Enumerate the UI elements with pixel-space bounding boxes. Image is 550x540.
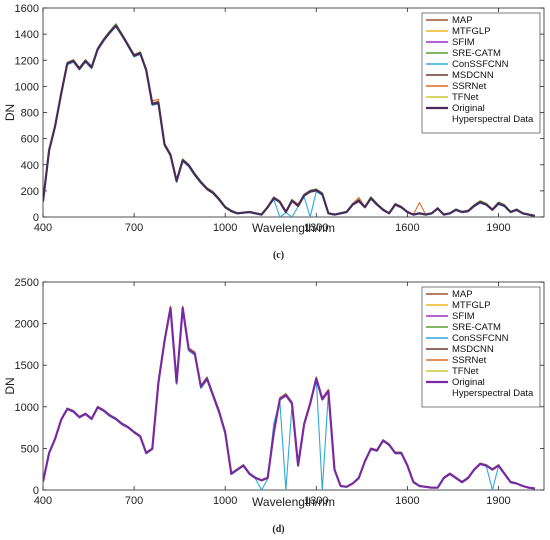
legend-label-map: MAP xyxy=(452,15,473,26)
y-tick-label: 1000 xyxy=(15,402,39,414)
y-tick-label: 1400 xyxy=(15,29,39,41)
y-axis-label: DN xyxy=(3,377,17,394)
series-line-original-hyperspectral-data xyxy=(43,306,536,490)
y-tick-label: 0 xyxy=(33,212,39,224)
x-tick-label: 700 xyxy=(125,222,143,234)
y-tick-label: 1000 xyxy=(15,81,39,93)
series-line-original-hyperspectral-data xyxy=(43,24,536,217)
legend-label-sre-catm: SRE-CATM xyxy=(452,322,501,333)
x-tick-label: 400 xyxy=(34,222,52,234)
y-axis-label: DN xyxy=(3,104,17,121)
x-tick-label: 1000 xyxy=(213,222,237,234)
y-tick-label: 200 xyxy=(21,186,39,198)
legend-label-mtfglp: MTFGLP xyxy=(452,26,491,37)
legend-label-line: Hyperspectral Data xyxy=(452,388,534,399)
chart-panel-0: 0 200 400 600 800 1000 1200 1400 1600 400 700 1000 1… xyxy=(3,3,545,261)
legend-label-sfim: SFIM xyxy=(452,37,475,48)
y-tick-label: 1600 xyxy=(15,3,39,15)
panel-caption: (c) xyxy=(273,250,284,261)
y-tick-label: 500 xyxy=(21,443,39,455)
series-group xyxy=(43,23,536,217)
legend-label-sre-catm: SRE-CATM xyxy=(452,48,501,59)
legend-label-conssfcnn: ConSSFCNN xyxy=(452,59,509,70)
legend-label-conssfcnn: ConSSFCNN xyxy=(452,333,509,344)
x-tick-label: 1900 xyxy=(486,495,510,507)
legend-box xyxy=(421,12,541,134)
legend-label-ssrnet: SSRNet xyxy=(452,81,487,92)
x-axis-label: Wavelength/nm xyxy=(252,495,335,509)
x-tick-label: 700 xyxy=(125,495,143,507)
x-tick-label: 400 xyxy=(34,495,52,507)
legend-label-ssrnet: SSRNet xyxy=(452,355,487,366)
legend-label-sfim: SFIM xyxy=(452,311,475,322)
panel-caption: (d) xyxy=(272,524,284,535)
x-tick-label: 1000 xyxy=(213,495,237,507)
y-tick-label: 2500 xyxy=(15,277,39,289)
y-tick-label: 0 xyxy=(33,485,39,497)
legend-label-line: Original xyxy=(452,103,485,114)
legend-label-map: MAP xyxy=(452,289,473,300)
y-tick-label: 1200 xyxy=(15,55,39,67)
legend-label-tfnet: TFNet xyxy=(452,92,479,103)
chart-panel-1: 0 500 1000 1500 2000 2500 400 700 1000 1300 1600 19… xyxy=(3,277,545,535)
y-tick-label: 400 xyxy=(21,160,39,172)
legend-label-original-hyperspectral-data: Original Hyperspectral Data xyxy=(452,377,534,399)
legend-label-line: Hyperspectral Data xyxy=(452,114,534,125)
y-tick-label: 2000 xyxy=(15,319,39,331)
legend-label-line: Original xyxy=(452,377,485,388)
legend-label-mtfglp: MTFGLP xyxy=(452,300,491,311)
legend-label-tfnet: TFNet xyxy=(452,366,479,377)
legend: MAPMTFGLPSFIMSRE-CATMConSSFCNNMSDCNNSSRN… xyxy=(421,286,541,408)
legend-box xyxy=(421,286,541,408)
y-tick-label: 1500 xyxy=(15,360,39,372)
legend: MAPMTFGLPSFIMSRE-CATMConSSFCNNMSDCNNSSRN… xyxy=(421,12,541,134)
legend-label-original-hyperspectral-data: Original Hyperspectral Data xyxy=(452,103,534,125)
x-tick-label: 1600 xyxy=(395,222,419,234)
y-tick-label: 600 xyxy=(21,134,39,146)
x-axis-label: Wavelength/nm xyxy=(252,221,335,235)
x-tick-label: 1300 xyxy=(304,222,328,234)
legend-label-msdcnn: MSDCNN xyxy=(452,344,494,355)
x-tick-label: 1900 xyxy=(486,222,510,234)
y-tick-label: 800 xyxy=(21,108,39,120)
series-group xyxy=(43,305,536,490)
legend-label-msdcnn: MSDCNN xyxy=(452,70,494,81)
x-tick-label: 1300 xyxy=(304,495,328,507)
x-tick-label: 1600 xyxy=(395,495,419,507)
